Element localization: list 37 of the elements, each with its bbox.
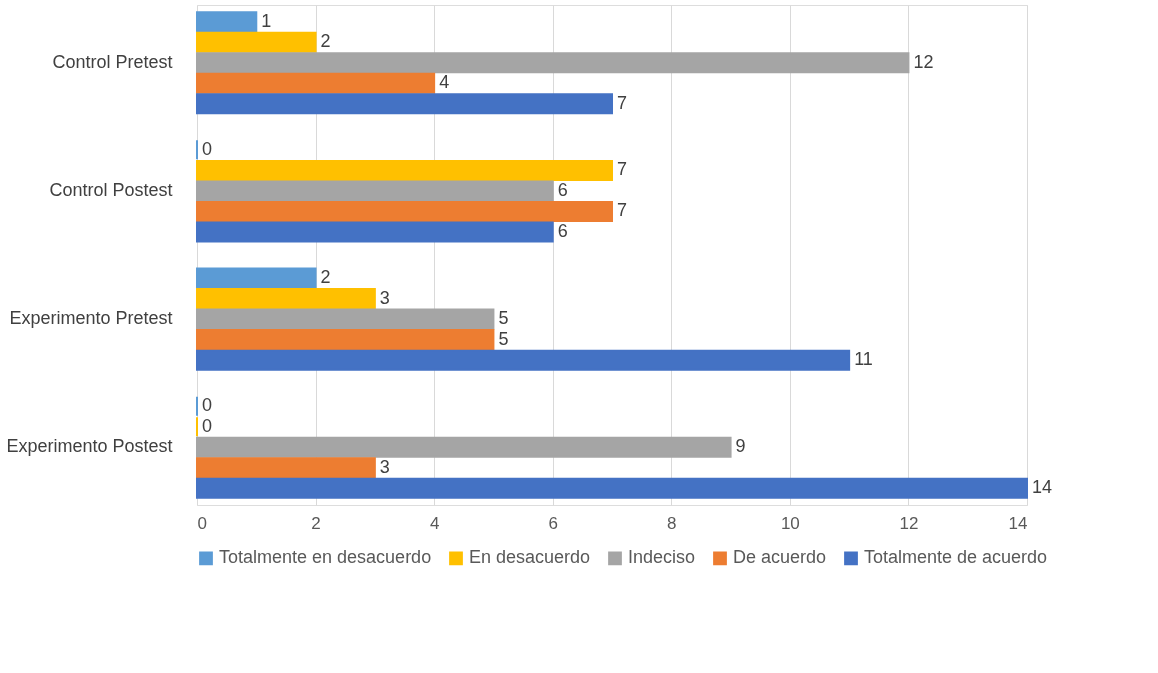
x-tick-label: 4 [429, 513, 440, 533]
y-tick-label: Experimento Pretest [9, 308, 173, 329]
data-label: 14 [1032, 477, 1053, 498]
data-label: 0 [202, 138, 213, 159]
x-tick-label: 2 [311, 513, 321, 533]
y-tick-label: Control Postest [49, 179, 173, 200]
legend-label: De acuerdo [733, 547, 827, 568]
data-label: 2 [320, 31, 331, 52]
data-label: 0 [202, 395, 213, 416]
data-label: 4 [439, 72, 450, 93]
data-label: 9 [735, 436, 746, 457]
legend-label: Totalmente de acuerdo [864, 547, 1048, 568]
data-label: 7 [617, 92, 628, 113]
data-label: 3 [379, 287, 390, 308]
x-tick-label: 8 [667, 513, 677, 533]
data-label: 0 [202, 415, 213, 436]
x-tick-label: 12 [899, 513, 919, 533]
data-label: 12 [913, 51, 934, 72]
data-label: 7 [617, 159, 628, 180]
x-tick-label: 6 [548, 513, 558, 533]
data-label: 11 [854, 349, 873, 370]
data-label: 5 [498, 328, 509, 349]
data-label: 5 [498, 308, 509, 329]
y-tick-label: Control Pretest [52, 51, 173, 72]
data-label: 6 [557, 179, 568, 200]
data-label: 3 [379, 456, 390, 477]
legend-label: Totalmente en desacuerdo [219, 547, 432, 568]
x-tick-label: 0 [197, 513, 207, 533]
data-label: 1 [261, 10, 272, 31]
data-label: 2 [320, 267, 331, 288]
y-tick-label: Experimento Postest [6, 436, 173, 457]
x-tick-label: 14 [1008, 513, 1028, 533]
x-tick-label: 10 [780, 513, 800, 533]
legend-label: Indeciso [628, 547, 696, 568]
data-label: 6 [557, 220, 568, 241]
legend-label: En desacuerdo [469, 547, 591, 568]
data-label: 7 [617, 200, 628, 221]
